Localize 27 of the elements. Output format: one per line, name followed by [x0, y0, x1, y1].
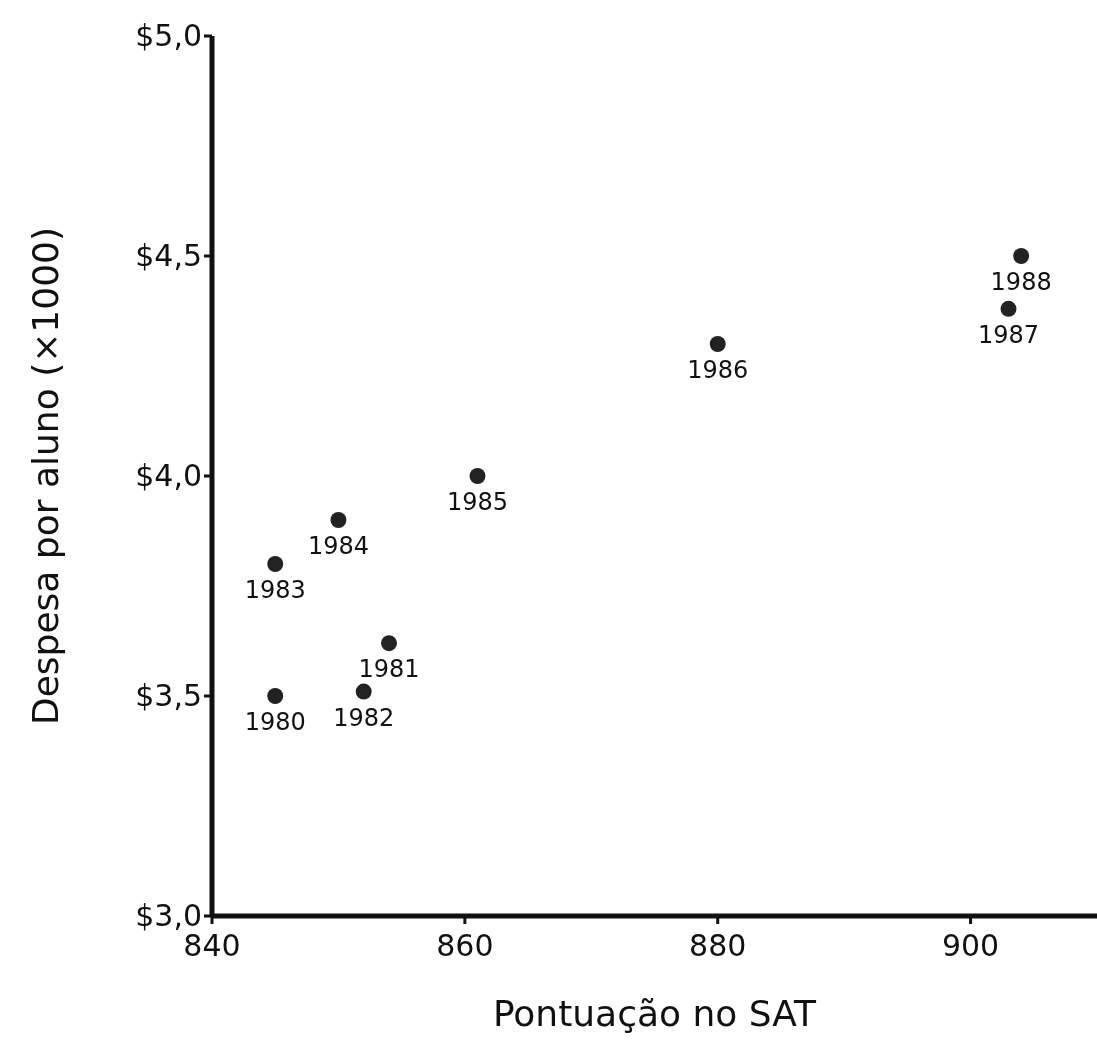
point: [267, 556, 284, 572]
annotation: 1982: [333, 703, 395, 732]
point: [267, 688, 284, 704]
x-axis-title: Pontuação no SAT: [492, 993, 818, 1034]
y-tick-label: $5,0: [135, 18, 202, 53]
point: [381, 635, 397, 652]
point: [330, 512, 347, 528]
annotation: 1980: [244, 708, 306, 736]
annotation: 1986: [687, 356, 749, 384]
annotation: 1987: [977, 320, 1040, 349]
x-tick-label: 860: [436, 928, 494, 963]
y-axis-title: Despesa por aluno (×1000): [25, 226, 66, 726]
y-tick-label: $3,5: [135, 678, 202, 713]
x-tick-label: 900: [941, 928, 1000, 963]
x-tick-label: 880: [689, 928, 747, 963]
point: [469, 468, 486, 484]
annotation: 1985: [446, 488, 509, 516]
point: [1013, 248, 1030, 264]
annotation: 1981: [358, 655, 420, 684]
point: [355, 683, 372, 700]
y-tick-label: $4,5: [135, 238, 202, 273]
y-tick-label: $4,0: [135, 458, 202, 493]
annotation: 1988: [990, 268, 1052, 296]
point: [709, 336, 726, 352]
annotation: 1983: [244, 576, 306, 604]
annotation: 1984: [307, 532, 369, 560]
point: [1000, 300, 1017, 317]
